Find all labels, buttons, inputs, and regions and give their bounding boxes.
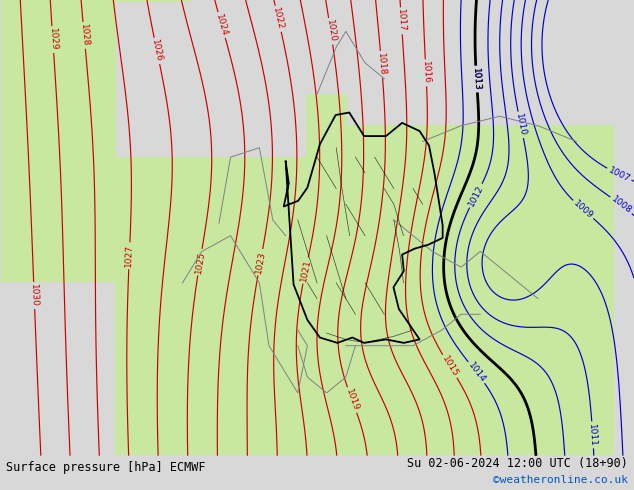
Text: 1016: 1016 (421, 61, 431, 85)
Text: 1028: 1028 (79, 24, 89, 47)
Text: Surface pressure [hPa] ECMWF: Surface pressure [hPa] ECMWF (6, 462, 206, 474)
Text: 1027: 1027 (124, 244, 134, 268)
Text: 1022: 1022 (271, 7, 285, 31)
Text: 1013: 1013 (471, 67, 482, 91)
Text: 1030: 1030 (29, 284, 39, 307)
Text: 1025: 1025 (193, 250, 206, 274)
Text: 1020: 1020 (325, 19, 337, 43)
Text: 1013: 1013 (471, 67, 482, 91)
Text: 1026: 1026 (150, 39, 164, 63)
Text: Su 02-06-2024 12:00 UTC (18+90): Su 02-06-2024 12:00 UTC (18+90) (407, 457, 628, 469)
Text: 1015: 1015 (440, 354, 460, 378)
Text: 1008: 1008 (609, 195, 633, 216)
Text: 1024: 1024 (214, 13, 229, 37)
Text: 1012: 1012 (467, 183, 485, 208)
Text: 1010: 1010 (514, 113, 527, 137)
Text: 1011: 1011 (588, 423, 598, 447)
Text: 1007: 1007 (607, 165, 631, 184)
Text: 1009: 1009 (571, 198, 595, 220)
Text: ©weatheronline.co.uk: ©weatheronline.co.uk (493, 475, 628, 485)
Text: 1023: 1023 (254, 250, 267, 274)
Text: 1018: 1018 (376, 53, 387, 76)
Text: 1029: 1029 (48, 28, 58, 51)
Text: 1017: 1017 (396, 9, 406, 32)
Text: 1014: 1014 (466, 361, 487, 384)
Text: 1019: 1019 (344, 388, 360, 413)
Text: 1021: 1021 (299, 258, 313, 283)
